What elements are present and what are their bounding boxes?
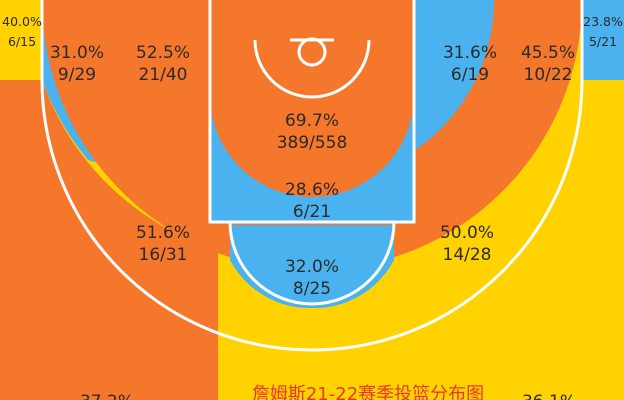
label-paint-non-ra-ma: 6/21 <box>293 202 331 222</box>
label-mid-right-wing-pct: 50.0% <box>440 223 494 243</box>
label-right-baseline-2-ma: 10/22 <box>524 65 573 85</box>
court-lines <box>40 0 584 352</box>
label-restricted-area-pct: 69.7% <box>285 111 339 131</box>
zone-labels: 40.0% 6/15 23.8% 5/21 31.0% 9/29 52.5% 2… <box>2 14 623 400</box>
label-mid-left-wing-ma: 16/31 <box>139 245 188 265</box>
label-left-baseline-2-pct: 31.0% <box>50 43 104 63</box>
label-mid-right-baseline-pct: 31.6% <box>443 43 497 63</box>
label-mid-right-baseline-ma: 6/19 <box>451 65 489 85</box>
zone-right-corner-3 <box>582 0 624 80</box>
zone-left-corner-3 <box>0 0 42 80</box>
label-mid-top-ma: 8/25 <box>293 279 331 299</box>
label-right-corner-3-ma: 5/21 <box>589 34 617 49</box>
label-left-corner-3-ma: 6/15 <box>8 34 36 49</box>
label-restricted-area-ma: 389/558 <box>277 133 348 153</box>
label-mid-left-wing-pct: 51.6% <box>136 223 190 243</box>
label-mid-left-baseline-pct: 52.5% <box>136 43 190 63</box>
label-left-wing-3-pct: 37.2% <box>80 392 134 400</box>
label-right-baseline-2-pct: 45.5% <box>521 43 575 63</box>
label-mid-top-pct: 32.0% <box>285 257 339 277</box>
label-paint-non-ra-pct: 28.6% <box>285 180 339 200</box>
label-left-baseline-2-ma: 9/29 <box>58 65 96 85</box>
label-mid-left-baseline-ma: 21/40 <box>139 65 188 85</box>
label-left-corner-3-pct: 40.0% <box>2 14 42 29</box>
zone-mid-top-area <box>230 225 394 309</box>
chart-caption: 詹姆斯21-22赛季投篮分布图 <box>252 384 484 400</box>
label-right-wing-3-pct: 36.1% <box>522 392 576 400</box>
label-right-corner-3-pct: 23.8% <box>583 14 623 29</box>
label-mid-right-wing-ma: 14/28 <box>443 245 492 265</box>
